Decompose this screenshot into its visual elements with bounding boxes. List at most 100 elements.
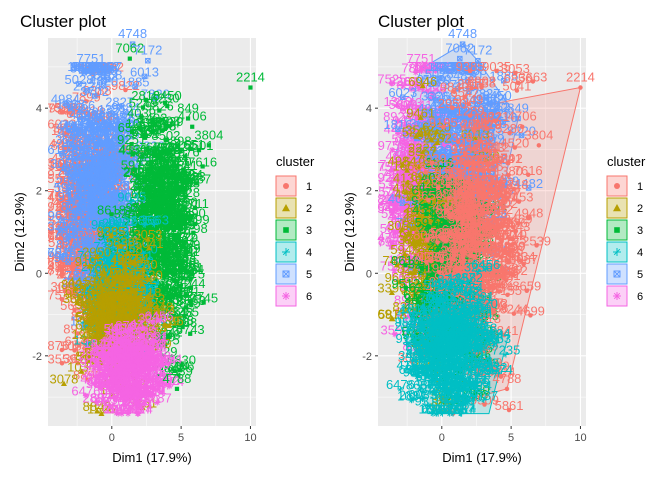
cloud-point-marker	[188, 285, 194, 291]
cloud-point-label: 8211	[61, 199, 89, 214]
cloud-point-marker	[79, 271, 85, 276]
cloud-point-marker	[59, 272, 65, 277]
cloud-point-label: 5848	[60, 160, 89, 175]
cloud-point-marker	[68, 290, 73, 296]
legend-label: 4	[306, 247, 312, 259]
y-tick-label: 2	[36, 186, 42, 198]
data-point-label: 7172	[133, 43, 162, 58]
data-point-label: 7751	[77, 51, 106, 66]
cloud-point-marker	[92, 232, 98, 237]
cloud-point-marker	[200, 164, 205, 169]
cloud-point-marker	[175, 218, 180, 224]
legend-key-5: 5	[275, 263, 312, 285]
cloud-point-label: 4194	[56, 118, 85, 133]
cluster-plot-right: Cluster plot 909979727226947935568588609…	[342, 12, 595, 465]
cloud-point-marker	[99, 371, 106, 378]
y-axis-title-left: Dim2 (12.9%)	[12, 192, 27, 271]
cloud-point-marker	[166, 124, 172, 129]
cloud-point-marker	[87, 248, 92, 254]
cloud-point-marker	[76, 343, 82, 348]
legend-key-2: 2	[275, 197, 312, 219]
cloud-point-label: 7528	[47, 287, 76, 302]
cloud-point-marker	[60, 205, 65, 210]
data-point-label: 4788	[162, 371, 191, 386]
cloud-point-marker	[139, 115, 144, 120]
cloud-point-marker	[61, 223, 66, 228]
cloud-point-marker	[177, 253, 182, 258]
cloud-point-marker	[68, 276, 74, 281]
x-tick-label: 0	[109, 432, 115, 444]
cloud-point-marker	[135, 173, 140, 179]
cloud-point-marker	[63, 160, 68, 165]
cloud-point-marker	[119, 237, 125, 242]
cloud-point-marker	[143, 97, 148, 102]
y-tick-label: 0	[36, 268, 42, 280]
data-point-marker	[127, 56, 132, 61]
cloud-point-label: 6013	[130, 64, 159, 79]
cloud-point-marker	[161, 173, 166, 178]
cloud-point-marker	[188, 331, 193, 336]
y-tick-label: -2	[32, 351, 42, 363]
data-point-marker	[248, 85, 253, 90]
cloud-point-label: 9446	[61, 231, 90, 246]
x-tick-label: 10	[244, 432, 256, 444]
cluster-plot-left: Cluster plot 909979727226947935568588609…	[12, 12, 265, 465]
data-point-label: 2214	[236, 70, 265, 85]
data-point-label: 3804	[194, 127, 223, 142]
cloud-point-marker	[103, 190, 108, 196]
data-point-marker	[206, 143, 211, 148]
cloud-point-marker	[73, 188, 78, 194]
legend-label: 5	[306, 269, 312, 281]
data-point-marker	[165, 104, 170, 109]
cloud-point-marker	[111, 151, 116, 156]
cloud-point-label: 4984	[51, 91, 80, 106]
cloud-point-marker	[114, 272, 119, 278]
cloud-point-marker	[142, 132, 147, 137]
cloud-point-marker	[166, 293, 171, 299]
cloud-point-marker	[59, 208, 65, 214]
legend-label: 1	[306, 181, 312, 193]
cloud-point-marker	[84, 295, 89, 300]
y-tick-label: 4	[36, 103, 42, 115]
legend-shape	[282, 292, 290, 300]
cloud-point-marker	[133, 386, 140, 393]
cloud-point-marker	[118, 194, 123, 199]
cloud-point-marker	[128, 237, 134, 242]
cloud-point-marker	[94, 345, 101, 352]
cloud-point-marker	[159, 128, 165, 133]
cloud-point-marker	[169, 200, 174, 205]
cloud-point-marker	[81, 140, 87, 146]
cloud-point-marker	[183, 269, 188, 274]
data-point-label: 4748	[118, 26, 147, 41]
cloud-point-marker	[189, 302, 194, 307]
cloud-point-label: 1797	[78, 170, 107, 185]
cloud-point-label: 7041	[106, 184, 135, 199]
legend-title-left: cluster	[276, 154, 315, 169]
cloud-point-marker	[68, 212, 74, 218]
cloud-point-marker	[394, 103, 401, 110]
x-axis-title-left: Dim1 (17.9%)	[112, 450, 191, 465]
legend-left: cluster 1 2 3 4 5 6	[275, 154, 315, 307]
data-point-marker	[174, 386, 180, 391]
cloud-point-marker	[163, 271, 168, 277]
legend-key-6: 6	[275, 285, 312, 307]
legend-label: 3	[306, 225, 312, 237]
cloud-point-marker	[59, 297, 65, 302]
cloud-point-marker	[177, 226, 183, 231]
cloud-point-marker	[59, 176, 65, 182]
x-tick-label: 5	[178, 432, 184, 444]
cloud-point-marker	[73, 292, 79, 298]
cloud-point-marker	[85, 162, 91, 168]
cloud-point-marker	[93, 148, 98, 153]
cloud-point-label: 8572	[87, 132, 116, 147]
cloud-point-marker	[73, 233, 78, 238]
point-cloud-left: 9099797272269479355685886099385865487458…	[47, 59, 218, 417]
legend-label: 6	[306, 291, 312, 303]
cloud-point-label: 2664	[64, 275, 93, 290]
legend-shape	[283, 227, 289, 233]
legend-keys-left: 1 2 3 4 5 6	[275, 175, 312, 307]
cloud-point-label: 1498	[56, 281, 85, 296]
legend-key-4: 4	[275, 241, 312, 263]
cloud-point-marker	[87, 112, 93, 118]
